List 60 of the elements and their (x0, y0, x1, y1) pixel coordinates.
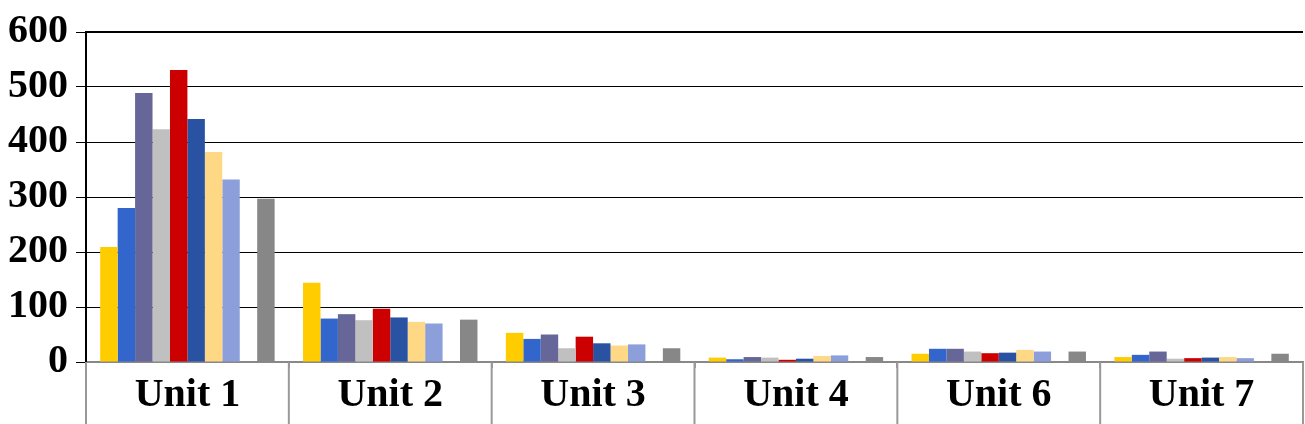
bar (795, 358, 814, 362)
y-tick-label: 300 (8, 171, 68, 217)
bar (627, 344, 646, 362)
bar (911, 353, 929, 362)
bar (1033, 351, 1052, 362)
bar (813, 355, 831, 362)
x-tick-label: Unit 3 (540, 370, 646, 416)
bar (963, 351, 982, 362)
bar (575, 336, 594, 362)
bar (303, 282, 321, 362)
bar (610, 345, 628, 362)
bar (117, 208, 136, 362)
bar (708, 357, 727, 362)
bar (1201, 357, 1220, 362)
bar (593, 343, 611, 362)
bar (135, 93, 153, 362)
bar (761, 357, 779, 362)
bar (505, 332, 524, 362)
bar (320, 318, 338, 362)
x-tick-label: Unit 2 (337, 370, 444, 416)
bar (540, 334, 559, 362)
y-tick-label: 400 (8, 116, 68, 162)
bar (1184, 358, 1202, 362)
y-tick-label: 0 (48, 336, 68, 382)
x-tick-label: Unit 1 (134, 370, 241, 416)
bar (222, 179, 240, 362)
bar (169, 69, 188, 362)
bar (1114, 357, 1132, 362)
bar (1219, 357, 1237, 362)
bar (1166, 358, 1185, 362)
x-tick-label: Unit 4 (743, 370, 849, 416)
x-tick-label: Unit 7 (1148, 370, 1255, 416)
bar (523, 338, 541, 362)
bar (928, 348, 947, 362)
y-tick-label: 100 (8, 281, 68, 327)
bar (204, 151, 223, 362)
x-tick-label: Unit 6 (945, 370, 1052, 416)
bar (998, 352, 1017, 362)
bar (407, 321, 426, 362)
bar (1149, 351, 1167, 362)
bar (981, 353, 999, 362)
bar (372, 308, 391, 362)
bar (726, 359, 744, 362)
bar (390, 317, 408, 362)
bar (425, 323, 443, 362)
bar (152, 129, 170, 362)
bar (187, 118, 205, 362)
bar (100, 247, 118, 362)
bar (830, 355, 849, 362)
bar (1016, 349, 1034, 362)
bar (355, 320, 373, 362)
bar (1236, 358, 1254, 362)
bar (558, 348, 576, 362)
bar (1131, 354, 1150, 362)
bar (946, 348, 964, 362)
bar (743, 357, 762, 362)
y-tick-label: 600 (8, 6, 68, 52)
y-tick-label: 200 (8, 226, 68, 272)
bar (337, 314, 356, 362)
y-tick-label: 500 (8, 61, 68, 107)
